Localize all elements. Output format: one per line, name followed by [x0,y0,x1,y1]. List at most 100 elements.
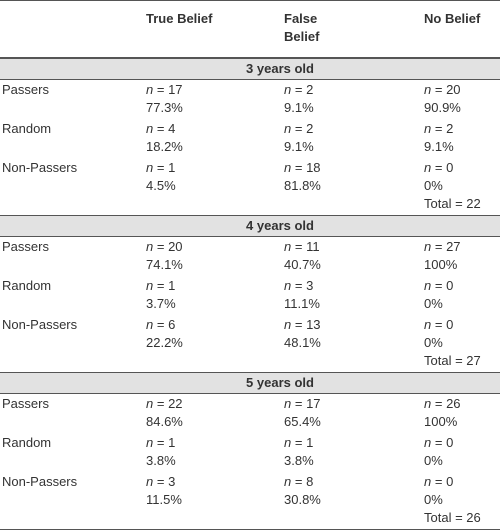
count-value: n = 4 [146,120,183,138]
percent-value: 9.1% [424,139,454,154]
percent-value: 3.7% [146,296,176,311]
no-belief-cell: n = 0 0% Total = 26 [424,473,481,527]
n-symbol: n [424,317,432,332]
percent-value: 3.8% [284,453,314,468]
count-value: n = 17 [146,81,183,99]
n-symbol: n [284,474,292,489]
n-symbol: n [146,396,154,411]
count-number: = 22 [156,396,183,411]
count-value: n = 11 [284,238,321,256]
n-symbol: n [284,317,292,332]
count-number: = 2 [434,121,454,136]
count-number: = 8 [294,474,314,489]
table-row: Random n = 1 3.7% n = 3 11.1% n = 0 0% [0,276,500,315]
count-number: = 20 [434,82,461,97]
count-number: = 0 [434,278,454,293]
percent-value: 100% [424,257,458,272]
true-belief-cell: n = 1 4.5% [146,159,176,195]
count-value: n = 22 [146,395,183,413]
count-number: = 3 [294,278,314,293]
n-symbol: n [424,82,432,97]
n-symbol: n [284,435,292,450]
false-belief-cell: n = 2 9.1% [284,120,314,156]
count-value: n = 18 [284,159,321,177]
true-belief-cell: n = 1 3.7% [146,277,176,313]
table-row: Non-Passers n = 3 11.5% n = 8 30.8% n = 0 0% To… [0,472,500,530]
header-false-belief-line2: Belief [284,29,320,44]
row-label: Random [2,435,52,450]
percent-value: 77.3% [146,100,183,115]
count-number: = 6 [156,317,176,332]
count-value: n = 0 [424,473,481,491]
count-value: n = 2 [424,120,454,138]
n-symbol: n [284,396,292,411]
count-value: n = 0 [424,159,481,177]
header-false-belief-line1: False [284,11,318,26]
count-value: n = 20 [146,238,183,256]
table-row: Passers n = 20 74.1% n = 11 40.7% n = 27 100% [0,237,500,276]
group-total: Total = 22 [424,196,481,211]
percent-value: 18.2% [146,139,183,154]
false-belief-cell: n = 1 3.8% [284,434,314,470]
n-symbol: n [146,121,154,136]
percent-value: 30.8% [284,492,321,507]
count-number: = 11 [294,239,320,254]
count-number: = 1 [156,435,176,450]
count-number: = 17 [294,396,321,411]
n-symbol: n [146,160,154,175]
count-number: = 13 [294,317,321,332]
percent-value: 9.1% [284,100,314,115]
count-value: n = 27 [424,238,461,256]
count-value: n = 26 [424,395,461,413]
true-belief-cell: n = 3 11.5% [146,473,182,509]
percent-value: 4.5% [146,178,176,193]
header-true-belief: True Belief [146,11,213,26]
n-symbol: n [284,121,292,136]
n-symbol: n [424,396,432,411]
group-header: 5 years old [0,372,500,394]
true-belief-cell: n = 1 3.8% [146,434,176,470]
n-symbol: n [424,239,432,254]
percent-value: 3.8% [146,453,176,468]
count-value: n = 3 [284,277,320,295]
no-belief-cell: n = 0 0% Total = 27 [424,316,481,370]
count-value: n = 0 [424,316,481,334]
group-header: 4 years old [0,215,500,237]
count-value: n = 1 [284,434,314,452]
n-symbol: n [284,278,292,293]
percent-value: 11.1% [284,296,320,311]
count-value: n = 1 [146,159,176,177]
row-label: Non-Passers [2,474,78,489]
false-belief-cell: n = 13 48.1% [284,316,321,352]
table-body: 3 years old Passers n = 17 77.3% n = 2 9.1% n … [0,58,500,530]
row-label: Non-Passers [2,160,78,175]
false-belief-cell: n = 8 30.8% [284,473,321,509]
n-symbol: n [424,435,432,450]
no-belief-cell: n = 20 90.9% [424,81,461,117]
row-label: Random [2,121,52,136]
count-value: n = 17 [284,395,321,413]
n-symbol: n [146,435,154,450]
count-number: = 3 [156,474,176,489]
count-number: = 1 [156,278,176,293]
count-value: n = 1 [146,434,176,452]
true-belief-cell: n = 4 18.2% [146,120,183,156]
count-number: = 2 [294,82,314,97]
count-value: n = 20 [424,81,461,99]
count-number: = 4 [156,121,176,136]
percent-value: 9.1% [284,139,314,154]
n-symbol: n [424,160,432,175]
n-symbol: n [424,474,432,489]
count-number: = 0 [434,160,454,175]
count-number: = 17 [156,82,183,97]
n-symbol: n [146,82,154,97]
percent-value: 74.1% [146,257,183,272]
count-value: n = 3 [146,473,182,491]
row-label: Non-Passers [2,317,78,332]
count-value: n = 13 [284,316,321,334]
n-symbol: n [284,239,292,254]
count-number: = 27 [434,239,461,254]
row-label: Passers [2,239,49,254]
count-number: = 20 [156,239,183,254]
